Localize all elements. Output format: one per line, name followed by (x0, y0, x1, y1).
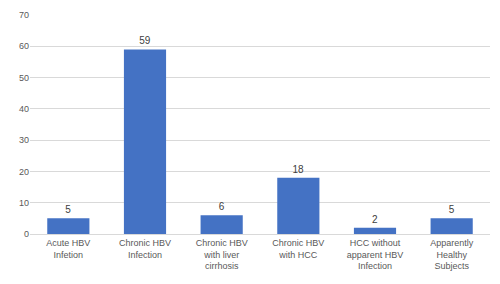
svg-text:60: 60 (19, 41, 29, 51)
svg-text:Acute HBVInfetion: Acute HBVInfetion (46, 238, 90, 260)
svg-text:18: 18 (293, 164, 305, 175)
svg-text:20: 20 (19, 167, 29, 177)
svg-text:Chronic HBVwith livercirrhosis: Chronic HBVwith livercirrhosis (196, 238, 248, 271)
svg-text:70: 70 (19, 10, 29, 20)
svg-text:5: 5 (65, 204, 71, 215)
svg-text:5: 5 (449, 204, 455, 215)
svg-text:6: 6 (219, 201, 225, 212)
svg-text:40: 40 (19, 104, 29, 114)
svg-text:2: 2 (372, 214, 378, 225)
svg-text:HCC withoutapparent HBVInfecti: HCC withoutapparent HBVInfection (347, 238, 404, 271)
svg-text:0: 0 (24, 229, 29, 239)
svg-text:30: 30 (19, 135, 29, 145)
svg-text:50: 50 (19, 73, 29, 83)
svg-text:Chronic HBVwith HCC: Chronic HBVwith HCC (272, 238, 324, 260)
svg-text:10: 10 (19, 198, 29, 208)
svg-text:Chronic HBVInfection: Chronic HBVInfection (119, 238, 171, 260)
svg-text:59: 59 (139, 35, 151, 46)
svg-text:ApparentlyHealthySubjects: ApparentlyHealthySubjects (430, 238, 474, 271)
